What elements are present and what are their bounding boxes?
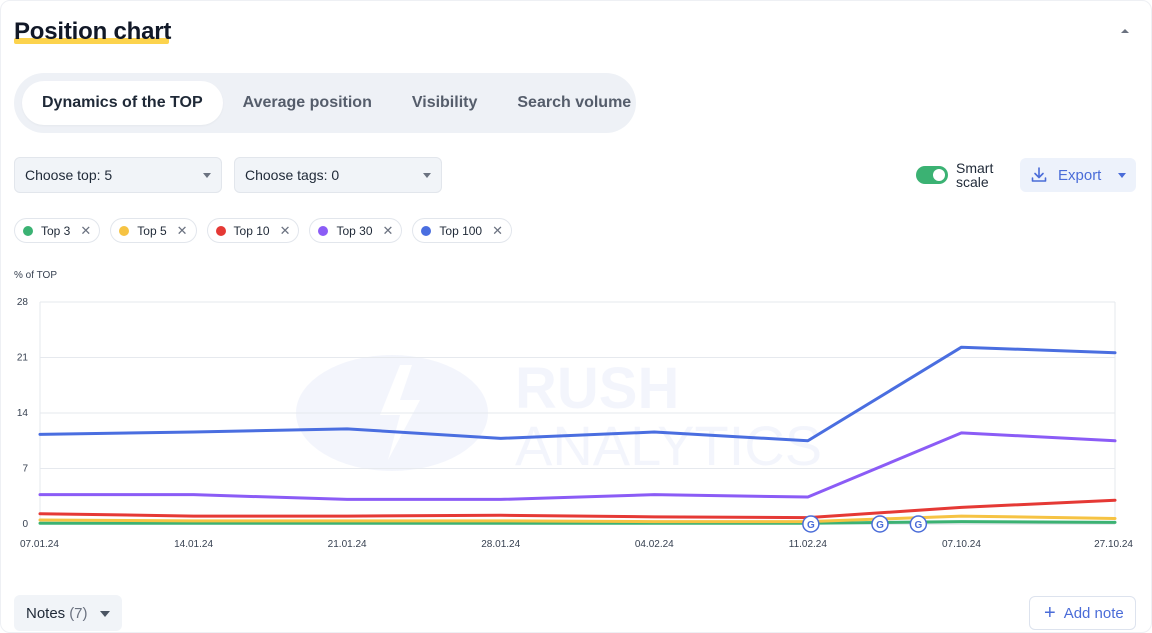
choose-top-select[interactable]: Choose top: 5: [14, 157, 222, 193]
choose-tags-value: Choose tags: 0: [245, 167, 340, 183]
smart-scale-label: Smart scale: [956, 160, 994, 190]
plus-icon: +: [1044, 602, 1056, 624]
series-line-top100: [38, 345, 1117, 443]
notes-count: (7): [69, 604, 88, 622]
x-tick-label: 07.01.24: [20, 539, 59, 550]
tab-search-volume[interactable]: Search volume: [517, 94, 632, 111]
series-line-top3: [38, 520, 1117, 525]
x-tick-labels: 07.01.24 14.01.24 21.01.24 28.01.24 04.02.24…: [20, 539, 1133, 550]
legend-chip-top3[interactable]: Top 3 ✕: [14, 218, 101, 243]
export-label: Export: [1058, 166, 1102, 184]
watermark-line1: RUSH: [515, 356, 679, 421]
export-button[interactable]: Export: [1020, 158, 1136, 192]
google-update-icon: G: [876, 520, 884, 531]
smart-scale-toggle[interactable]: [916, 166, 948, 184]
download-icon: [1031, 167, 1047, 182]
caret-down-icon: [1118, 173, 1126, 178]
legend-chip-top100[interactable]: Top 100 ✕: [412, 218, 513, 243]
series-line-top5: [38, 514, 1117, 524]
google-update-marker: [909, 515, 928, 533]
top30-dot: [318, 225, 329, 236]
y-tick-label: 7: [22, 464, 28, 475]
legend-chip-top10[interactable]: Top 10 ✕: [206, 218, 300, 243]
y-tick-label: 0: [22, 519, 28, 530]
y-tick-label: 14: [17, 408, 29, 419]
add-note-button[interactable]: + Add note: [1029, 596, 1136, 630]
legend-label: Top 5: [137, 223, 167, 238]
legend-label: Top 3: [41, 223, 71, 238]
gridlines: [39, 301, 1116, 525]
top3-dot: [23, 225, 33, 236]
collapse-button[interactable]: [1116, 22, 1134, 40]
legend-label: Top 10: [233, 223, 270, 238]
chevron-up-icon: [1121, 29, 1129, 33]
series-legend: Top 3 ✕ Top 5 ✕ Top 10 ✕ Top 30 ✕ Top 10…: [14, 218, 513, 243]
y-tick-label: 28: [17, 297, 29, 308]
google-update-icon: G: [914, 520, 922, 531]
x-tick-label: 21.01.24: [328, 539, 367, 550]
y-tick-labels: 0 7 14 21 28: [17, 297, 29, 530]
watermark: RUSH ANALYTICS: [296, 355, 822, 477]
tab-visibility[interactable]: Visibility: [411, 94, 478, 111]
y-axis-label: % of TOP: [14, 270, 57, 281]
top100-dot: [421, 225, 432, 236]
chart-tabs: Dynamics of the TOP Average position Vis…: [14, 73, 636, 133]
page-title: Position chart: [14, 18, 172, 45]
legend-label: Top 100: [439, 223, 483, 238]
y-tick-label: 21: [17, 353, 29, 364]
legend-chip-top5[interactable]: Top 5 ✕: [110, 218, 197, 243]
top10-dot: [215, 225, 226, 236]
google-update-marker: [871, 515, 889, 533]
x-tick-label: 07.10.24: [942, 539, 981, 550]
toggle-knob: [933, 169, 945, 181]
top5-dot: [119, 225, 130, 236]
caret-down-icon: [423, 173, 431, 178]
x-tick-label: 04.02.24: [635, 539, 674, 550]
x-tick-label: 14.01.24: [174, 539, 213, 550]
legend-chip-top30[interactable]: Top 30 ✕: [309, 218, 403, 243]
tab-dynamics-of-the-top[interactable]: Dynamics of the TOP: [22, 81, 223, 125]
remove-icon[interactable]: ✕: [176, 222, 188, 238]
legend-label: Top 30: [336, 223, 373, 238]
x-tick-label: 11.02.24: [789, 539, 828, 550]
position-chart: RUSH ANALYTICS 0 7 14 21 28 07.01.24 14.01.24…: [0, 260, 1152, 560]
add-note-label: Add note: [1063, 604, 1124, 622]
choose-tags-select[interactable]: Choose tags: 0: [234, 157, 442, 193]
remove-icon[interactable]: ✕: [492, 222, 504, 238]
x-tick-label: 27.10.24: [1094, 539, 1133, 550]
google-update-marker: [802, 515, 820, 533]
remove-icon[interactable]: ✕: [279, 222, 291, 238]
series-lines: [38, 345, 1117, 525]
caret-down-icon: [203, 173, 211, 178]
remove-icon[interactable]: ✕: [80, 222, 92, 238]
tab-average-position[interactable]: Average position: [242, 94, 372, 111]
watermark-line2: ANALYTICS: [515, 414, 822, 477]
title-underline: [14, 38, 169, 44]
series-line-top10: [38, 498, 1117, 520]
choose-top-value: Choose top: 5: [25, 167, 113, 183]
caret-down-icon: [100, 611, 110, 617]
series-line-top30: [38, 431, 1117, 501]
notes-dropdown[interactable]: Notes (7): [14, 595, 122, 631]
chart-svg: RUSH ANALYTICS 0 7 14 21 28 07.01.24 14.01.24…: [14, 270, 1133, 550]
google-update-icon: G: [807, 520, 815, 531]
remove-icon[interactable]: ✕: [382, 222, 394, 238]
notes-label: Notes: [26, 604, 66, 622]
x-tick-label: 28.01.24: [481, 539, 520, 550]
